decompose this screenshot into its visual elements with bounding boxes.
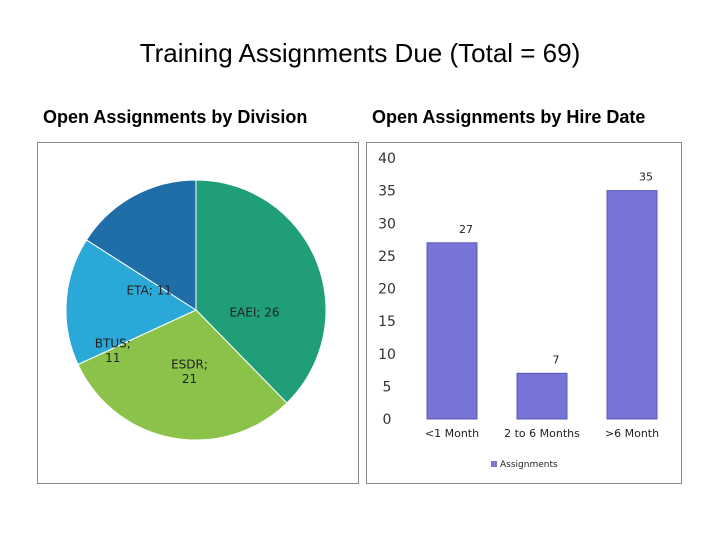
bar-3 (606, 190, 658, 420)
pie-chart-title: Open Assignments by Division (43, 107, 308, 127)
pie-data-label-eaei: EAEI; 26 (229, 306, 279, 320)
bar-chart-title: Open Assignments by Hire Date (372, 107, 646, 127)
y-tick-label: 10 (378, 347, 396, 363)
slide-title: Training Assignments Due (Total = 69) (139, 38, 581, 68)
pie-slice-btus (65, 239, 198, 366)
x-tick-label: <1 Month (425, 427, 479, 440)
bar-chart-panel: 0 5 10 15 20 25 30 35 40 27 <1 Month 7 2 to 6 Months… (366, 142, 682, 484)
pie-slice-esdr (77, 309, 288, 441)
y-tick-label: 20 (378, 282, 396, 298)
legend-label: Assignments (500, 460, 558, 470)
pie-chart-panel: EAEI; 26 ESDR; 21 BTUS; 11 ETA; 11 (37, 142, 359, 484)
y-tick-label: 40 (378, 151, 396, 167)
x-tick-label: >6 Month (605, 427, 659, 440)
y-tick-label: 25 (378, 249, 396, 265)
pie-data-label-esdr: ESDR; 21 (171, 358, 208, 386)
y-tick-label: 0 (383, 412, 392, 428)
bar-data-label: 7 (553, 353, 560, 366)
pie-data-label-eta: ETA; 11 (127, 283, 172, 297)
x-tick-label: 2 to 6 Months (504, 427, 580, 440)
y-tick-label: 35 (378, 184, 396, 200)
bar-data-label: 35 (639, 171, 653, 184)
pie-slice-eaei (195, 179, 327, 404)
pie-slice-eta (85, 179, 197, 311)
legend-swatch (491, 461, 497, 467)
bar-data-label: 27 (459, 223, 473, 236)
bar-1 (426, 242, 478, 420)
y-tick-label: 5 (383, 379, 392, 395)
y-tick-label: 30 (378, 216, 396, 232)
y-tick-label: 15 (378, 314, 396, 330)
pie-data-label-btus: BTUS; 11 (95, 337, 131, 365)
bar-2 (516, 372, 568, 420)
pie-chart: EAEI; 26 ESDR; 21 BTUS; 11 ETA; 11 (65, 179, 327, 441)
bar-chart: 0 5 10 15 20 25 30 35 40 27 <1 Month 7 2 to 6 Months… (378, 151, 659, 470)
